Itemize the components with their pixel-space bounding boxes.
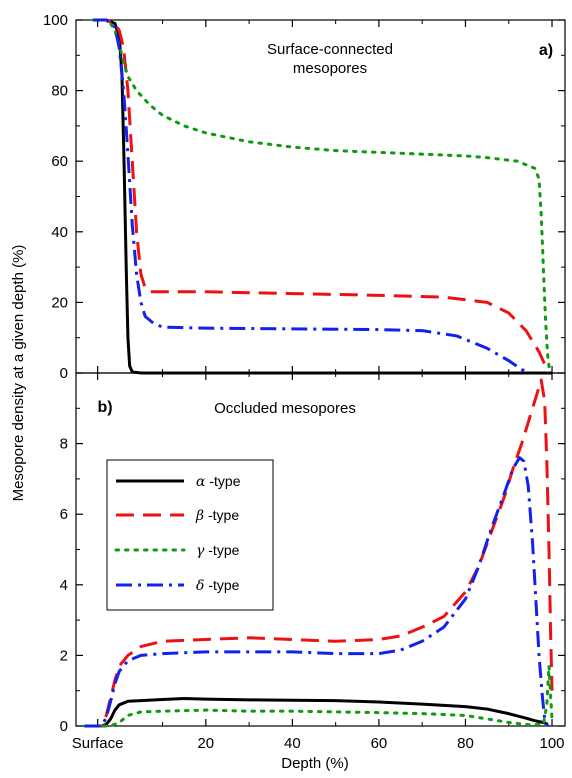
- x-tick-label-0: Surface: [72, 735, 124, 752]
- panel-a-y-tick-label-1: 20: [51, 294, 68, 311]
- panel-a-series-alpha: [93, 18, 553, 375]
- panel-b: 0 2 4 6 8 Surface 20 40 60 80 100 Occluded mesopo…: [60, 372, 566, 752]
- legend-entry-alpha: α -type: [116, 473, 241, 490]
- legend-suffix-beta: -type: [204, 507, 239, 523]
- panel-a: 0 20 40 60 80 100 Surface-connected mesopores…: [43, 12, 566, 382]
- panel-b-y-tick-label-0: 0: [60, 718, 68, 735]
- panel-b-tag: b): [97, 399, 112, 416]
- panel-a-y-tick-label-3: 60: [51, 153, 68, 170]
- legend-entry-gamma: γ -type: [114, 542, 240, 559]
- panel-b-title: Occluded mesopores: [214, 400, 356, 417]
- panel-b-series: [83, 378, 554, 728]
- panel-b-series-beta: [84, 378, 554, 728]
- legend-label-delta: δ -type: [196, 577, 240, 594]
- panel-b-y-ticks: 0 2 4 6 8: [60, 407, 565, 735]
- legend-symbol-delta: δ: [196, 578, 204, 594]
- y-axis-label: Mesopore density at a given depth (%): [10, 245, 27, 502]
- legend-suffix-delta: -type: [204, 577, 239, 593]
- panel-b-series-delta: [84, 456, 550, 728]
- legend-box: [106, 459, 274, 611]
- panel-a-y-tick-label-0: 0: [60, 365, 68, 382]
- panel-a-series-gamma: [91, 18, 552, 375]
- panel-a-series-beta: [93, 18, 550, 374]
- x-tick-label-3: 60: [371, 735, 388, 752]
- legend-entry-delta: δ -type: [116, 577, 240, 594]
- legend-label-beta: β -type: [195, 507, 239, 524]
- panel-a-y-tick-label-4: 80: [51, 83, 68, 100]
- x-tick-label-4: 80: [457, 735, 474, 752]
- panel-a-series: [91, 18, 553, 375]
- panel-b-y-tick-label-4: 8: [60, 436, 68, 453]
- legend: α -type β -type γ -type δ -type: [106, 459, 274, 611]
- panel-a-x-ticks: [97, 20, 553, 373]
- legend-suffix-alpha: -type: [205, 473, 240, 489]
- panel-b-y-tick-label-2: 4: [60, 577, 68, 594]
- panel-b-x-ticks: Surface 20 40 60 80 100: [72, 373, 565, 752]
- legend-symbol-gamma: γ: [196, 543, 205, 559]
- panel-a-title-line-2: mesopores: [293, 60, 367, 77]
- legend-symbol-alpha: α: [196, 474, 206, 490]
- panel-a-tag: a): [539, 42, 553, 59]
- legend-entry-beta: β -type: [116, 507, 239, 524]
- legend-label-alpha: α -type: [196, 473, 241, 490]
- panel-b-y-tick-label-1: 2: [60, 647, 68, 664]
- x-axis-label: Depth (%): [281, 755, 349, 772]
- x-tick-label-2: 40: [284, 735, 301, 752]
- panel-a-y-ticks: 0 20 40 60 80 100: [43, 12, 565, 382]
- legend-label-gamma: γ -type: [196, 542, 240, 559]
- panel-a-series-delta: [93, 18, 531, 375]
- panel-a-y-tick-label-2: 40: [51, 224, 68, 241]
- panel-a-title-line-1: Surface-connected: [267, 41, 393, 58]
- panel-b-y-tick-label-3: 6: [60, 506, 68, 523]
- legend-suffix-gamma: -type: [204, 542, 239, 558]
- panel-a-y-tick-label-5: 100: [43, 12, 68, 29]
- x-tick-label-5: 100: [540, 735, 565, 752]
- panel-b-series-gamma: [83, 664, 554, 728]
- x-tick-label-1: 20: [197, 735, 214, 752]
- legend-symbol-beta: β: [195, 508, 204, 524]
- panel-b-series-alpha: [84, 696, 549, 728]
